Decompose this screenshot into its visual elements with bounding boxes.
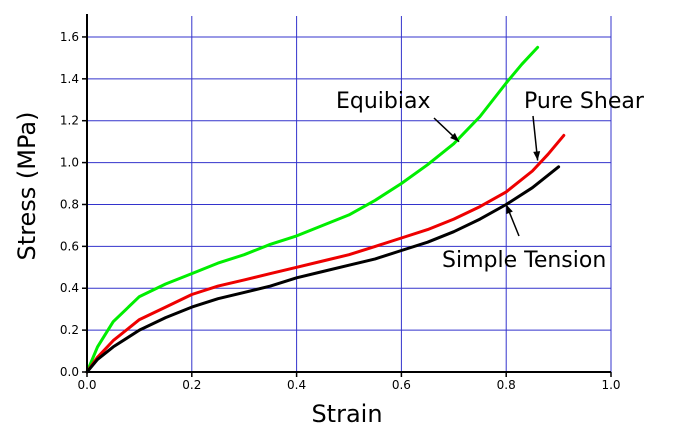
- x-tick-label: 0.0: [77, 378, 96, 392]
- y-tick-label: 0.2: [60, 323, 79, 337]
- annotation-arrowhead-pure-shear: [533, 151, 541, 161]
- y-tick-label: 0.8: [60, 197, 79, 211]
- annotation-pure-shear: Pure Shear: [524, 89, 645, 114]
- y-axis-title: Stress (MPa): [13, 112, 41, 261]
- y-tick-label: 1.0: [60, 156, 79, 170]
- y-tick-label: 0.0: [60, 365, 79, 379]
- annotation-simple-tension: Simple Tension: [442, 248, 606, 273]
- series-line-equibiax: [85, 45, 540, 374]
- y-tick-label: 0.6: [60, 239, 79, 253]
- series-lines: [85, 45, 566, 374]
- y-tick-label: 1.2: [60, 114, 79, 128]
- series-line-pure-shear: [85, 133, 566, 374]
- y-tick-label: 1.6: [60, 30, 79, 44]
- grid: [87, 16, 612, 372]
- series-line-simple-tension: [85, 165, 561, 374]
- annotation-arrowhead-equibiax: [450, 132, 460, 142]
- annotation-equibiax: Equibiax: [336, 89, 431, 114]
- x-tick-label: 0.4: [287, 378, 306, 392]
- annotation-arrowhead-simple-tension: [506, 204, 513, 215]
- x-tick-label: 0.8: [497, 378, 516, 392]
- x-tick-label: 0.6: [392, 378, 411, 392]
- axes: [86, 14, 611, 373]
- ticks: 0.0 0.2 0.4 0.6 0.8 1.0 0.0 0.2 0.4 0.6 0.8 1.0 1.2 1…: [60, 30, 621, 392]
- y-tick-label: 1.4: [60, 72, 79, 86]
- annotations: Equibiax Pure Shear Simple Tension: [336, 89, 645, 273]
- y-tick-label: 0.4: [60, 281, 79, 295]
- x-tick-label: 1.0: [601, 378, 620, 392]
- x-tick-label: 0.2: [182, 378, 201, 392]
- x-axis-title: Strain: [311, 400, 382, 428]
